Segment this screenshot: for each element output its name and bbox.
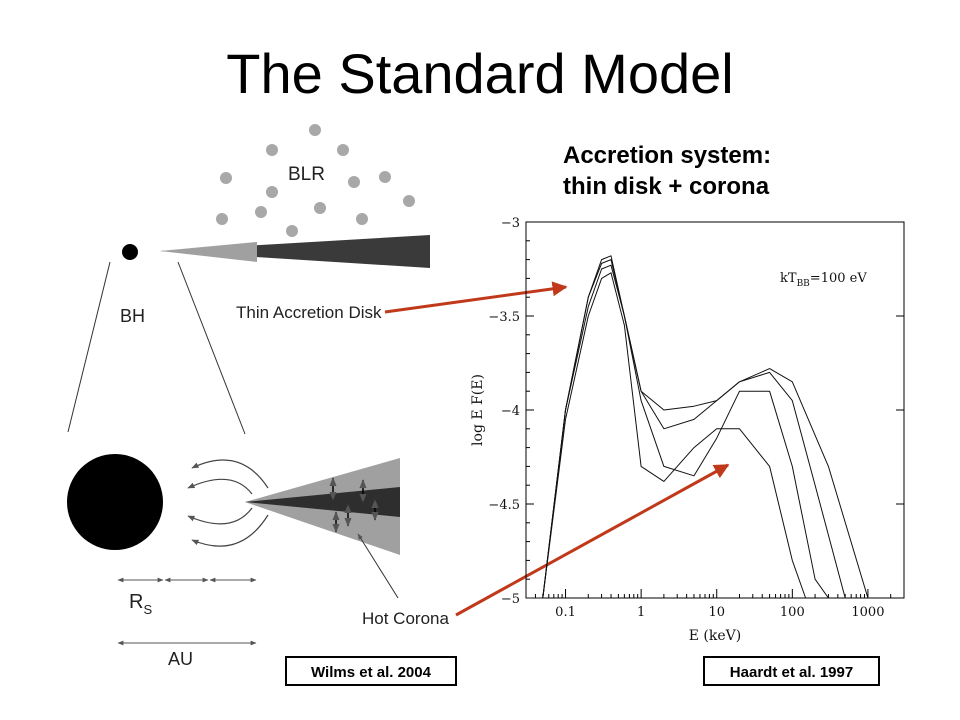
corona-pointer (357, 533, 399, 599)
y-tick-label: −3 (501, 216, 520, 231)
slide-title: The Standard Model (226, 42, 734, 105)
y-tick-label: −5 (501, 592, 520, 607)
x-ticks: 0.1 1 10 100 1000 (525, 589, 905, 620)
y-tick-label: −4 (501, 404, 520, 419)
y-tick-label: −3.5 (488, 310, 520, 325)
black-hole-small (122, 244, 138, 260)
x-axis-label: E (keV) (689, 628, 741, 644)
y-ticks: −3 −3.5 −4 −4.5 −5 (488, 216, 904, 607)
disk-arrow (384, 281, 568, 314)
x-tick-label: 0.1 (555, 605, 576, 620)
thin-disk-label: Thin Accretion Disk (236, 303, 382, 322)
thin-disk-inner (160, 242, 257, 262)
subtitle-line-1: Accretion system: (563, 142, 772, 169)
blr-label: BLR (288, 164, 325, 185)
x-tick-label: 10 (708, 605, 725, 620)
plot-annotation: kTBB=100 eV (780, 271, 867, 289)
spectrum-curve-4 (526, 272, 807, 599)
x-tick-label: 1 (637, 605, 645, 620)
x-tick-label: 100 (780, 605, 805, 620)
au-label: AU (168, 649, 193, 669)
rs-label: RS (129, 591, 152, 617)
y-tick-label: −4.5 (488, 498, 520, 513)
zoom-line-left (67, 261, 111, 433)
spectrum-curve-3 (526, 264, 829, 599)
citation-right: Haardt et al. 1997 (703, 656, 880, 686)
corona-label: Hot Corona (362, 609, 449, 628)
field-lines (187, 459, 269, 547)
zoom-line-right (177, 261, 246, 435)
corona-arrows (329, 477, 379, 533)
spectrum-curves (526, 255, 869, 599)
x-tick-label: 1000 (851, 605, 884, 620)
thin-disk-wedge (160, 235, 430, 268)
slide-subtitle: Accretion system: thin disk + corona (563, 140, 771, 202)
blr-clouds (216, 124, 415, 237)
subtitle-line-2: thin disk + corona (563, 173, 770, 200)
spectrum-plot: −3 −3.5 −4 −4.5 −5 0.1 1 10 100 1000 kTBB=100 eV… (470, 216, 905, 644)
corona-arrow (455, 463, 730, 617)
bh-label: BH (120, 306, 145, 326)
black-hole-large (67, 454, 163, 550)
y-axis-label: log E F(E) (470, 374, 486, 446)
citation-left: Wilms et al. 2004 (285, 656, 457, 686)
spectrum-curve-2 (526, 259, 846, 599)
